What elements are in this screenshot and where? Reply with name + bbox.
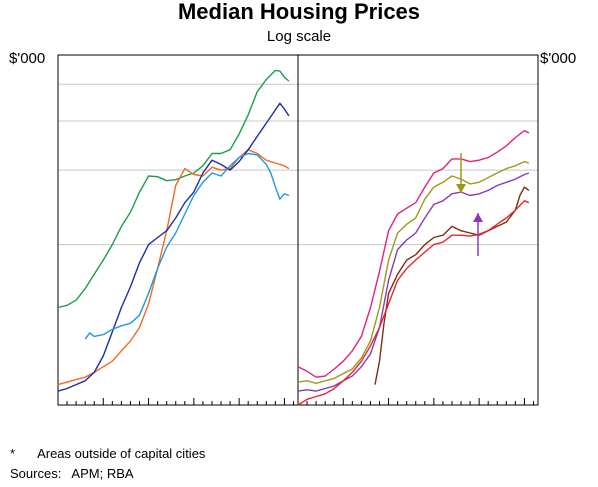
- panel-frame-1: [57, 54, 299, 406]
- series-line-brisbane: [297, 160, 530, 384]
- y-axis-unit-right: $'000: [540, 50, 576, 67]
- series-line-sydney: [57, 69, 290, 309]
- y-axis-unit-left: $'000: [9, 50, 45, 67]
- series-line-darwin: [84, 152, 290, 340]
- chart-subtitle: Log scale: [267, 28, 331, 45]
- adelaide-arrow-head: [473, 213, 483, 222]
- panel-frame-2: [297, 54, 539, 406]
- chart-title: Median Housing Prices: [178, 0, 420, 24]
- series-line-melbourne: [57, 102, 290, 392]
- footnote-text: Areas outside of capital cities: [37, 446, 206, 461]
- plot-area: [57, 54, 539, 406]
- sources-note: Sources: APM; RBA: [10, 466, 134, 481]
- series-line-adelaide: [297, 172, 530, 392]
- series-line-canberra: [297, 130, 530, 378]
- series-line-hobart: [374, 186, 530, 385]
- footnote: * Areas outside of capital cities: [10, 446, 205, 461]
- brisbane-arrow-head: [456, 184, 466, 193]
- footnote-marker: *: [10, 446, 16, 461]
- series-line-perth: [57, 149, 290, 386]
- series-line-regional: [297, 200, 530, 406]
